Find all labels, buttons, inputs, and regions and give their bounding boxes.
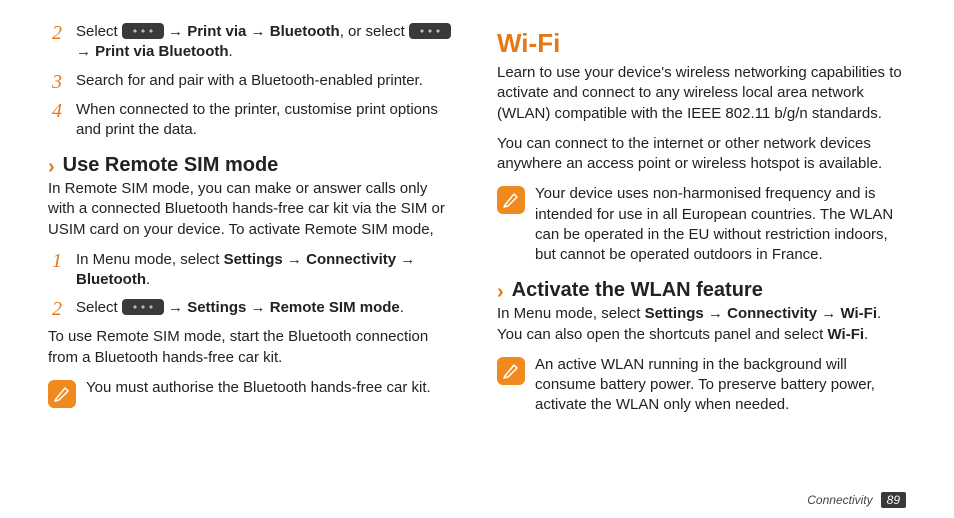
right-column: Wi-Fi Learn to use your device's wireles… [497,22,906,426]
step-text: Search for and pair with a Bluetooth-ena… [76,71,457,92]
paragraph: To use Remote SIM mode, start the Blueto… [48,327,457,368]
step-3a: 3 Search for and pair with a Bluetooth-e… [48,71,457,92]
step-number: 2 [48,22,66,63]
step-number: 4 [48,100,66,141]
page-footer: Connectivity 89 [807,492,906,508]
note-block: An active WLAN running in the background… [497,355,906,416]
note-text: Your device uses non-harmonised frequenc… [535,184,906,265]
note-text: You must authorise the Bluetooth hands-f… [86,378,457,408]
note-icon [497,357,525,385]
heading-activate-wlan: › Activate the WLAN feature [497,279,906,302]
heading-text: Activate the WLAN feature [512,279,763,302]
step-1b: 1 In Menu mode, select Settings → Connec… [48,250,457,291]
heading-remote-sim: › Use Remote SIM mode [48,154,457,177]
step-text: When connected to the printer, customise… [76,100,457,141]
step-number: 2 [48,298,66,319]
note-icon [48,380,76,408]
paragraph: Learn to use your device's wireless netw… [497,63,906,124]
menu-dots-icon [122,299,164,315]
note-text: An active WLAN running in the background… [535,355,906,416]
step-number: 1 [48,250,66,291]
step-4a: 4 When connected to the printer, customi… [48,100,457,141]
note-block: You must authorise the Bluetooth hands-f… [48,378,457,408]
left-column: 2 Select → Print via → Bluetooth, or sel… [48,22,457,426]
step-text: Select → Print via → Bluetooth, or selec… [76,22,457,63]
menu-dots-icon [409,23,451,39]
paragraph: In Menu mode, select Settings → Connecti… [497,304,906,345]
paragraph: In Remote SIM mode, you can make or answ… [48,179,457,240]
step-2a: 2 Select → Print via → Bluetooth, or sel… [48,22,457,63]
footer-section: Connectivity [807,493,872,507]
chevron-icon: › [497,282,504,302]
step-2b: 2 Select → Settings → Remote SIM mode. [48,298,457,319]
paragraph: You can connect to the internet or other… [497,134,906,175]
footer-page-number: 89 [881,492,906,508]
menu-dots-icon [122,23,164,39]
step-text: In Menu mode, select Settings → Connecti… [76,250,457,291]
step-number: 3 [48,71,66,92]
heading-text: Use Remote SIM mode [63,154,279,177]
note-icon [497,186,525,214]
note-block: Your device uses non-harmonised frequenc… [497,184,906,265]
step-text: Select → Settings → Remote SIM mode. [76,298,457,319]
chevron-icon: › [48,157,55,177]
heading-wifi: Wi-Fi [497,28,906,59]
